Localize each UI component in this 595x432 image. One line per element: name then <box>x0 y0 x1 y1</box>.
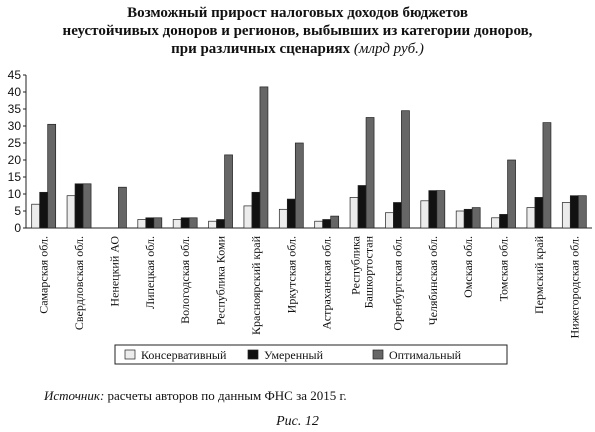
bar-14-0 <box>526 207 536 229</box>
legend-label-1: Умеренный <box>264 348 324 362</box>
legend-label-0: Консервативный <box>141 348 227 362</box>
chart-title-line-1: Возможный прирост налоговых доходов бюдж… <box>127 5 468 21</box>
bar-1-2 <box>82 183 92 229</box>
bar-14-1 <box>534 197 544 229</box>
bar-12-2 <box>471 207 481 229</box>
bar-15-1 <box>569 195 579 229</box>
legend-swatch-0 <box>124 349 136 360</box>
bar-10-2 <box>401 110 410 229</box>
bar-6-2 <box>259 86 269 229</box>
bar-0-1 <box>39 191 49 229</box>
chart-title: Возможный прирост налоговых доходов бюдж… <box>0 4 595 58</box>
y-tick-label-6: 30 <box>8 119 22 133</box>
category-label-12: Омская обл. <box>461 236 475 298</box>
category-label-9-0: Республика <box>349 235 363 295</box>
category-label-1: Свердловская обл. <box>72 236 86 330</box>
y-tick-label-5: 25 <box>8 136 22 150</box>
bar-6-1 <box>251 191 261 229</box>
bar-6-0 <box>243 205 253 229</box>
bar-1-0 <box>66 195 76 229</box>
bar-12-1 <box>463 208 473 229</box>
y-tick-label-2: 10 <box>8 187 22 201</box>
bar-4-1 <box>180 217 190 229</box>
bar-5-1 <box>216 219 225 229</box>
chart-title-line-2: неустойчивых доноров и регионов, выбывши… <box>62 23 533 39</box>
category-label-4: Вологодская обл. <box>178 236 192 324</box>
legend-box <box>114 344 508 365</box>
bar-10-1 <box>393 202 402 229</box>
figure-caption: Рис. 12 <box>276 414 319 429</box>
source-text: расчеты авторов по данным ФНС за 2015 г. <box>104 388 347 403</box>
bar-9-2 <box>365 117 375 229</box>
category-label-6: Красноярский край <box>249 235 263 335</box>
bar-15-2 <box>577 195 587 229</box>
bar-5-2 <box>224 154 233 229</box>
bar-3-1 <box>145 217 155 229</box>
bar-3-0 <box>137 219 147 229</box>
bar-14-2 <box>542 122 552 229</box>
category-label-2: Ненецкий АО <box>107 236 121 307</box>
legend-swatch-1 <box>247 349 259 360</box>
y-tick-label-4: 20 <box>8 153 22 167</box>
bar-15-0 <box>561 202 571 229</box>
bar-8-1 <box>322 219 332 229</box>
bar-7-0 <box>278 208 288 229</box>
y-tick-label-0: 0 <box>14 221 21 235</box>
bar-4-2 <box>188 217 198 229</box>
category-label-3: Липецкая обл. <box>143 236 157 309</box>
category-label-7: Иркутская обл. <box>284 236 298 313</box>
y-tick-label-1: 5 <box>14 204 21 218</box>
bar-13-0 <box>491 217 500 229</box>
bar-10-0 <box>385 212 394 229</box>
bar-9-0 <box>349 197 359 229</box>
y-tick-label-7: 35 <box>8 102 22 116</box>
y-tick-label-9: 45 <box>8 68 22 82</box>
bar-3-2 <box>153 217 163 229</box>
legend-label-2: Оптимальный <box>389 348 462 362</box>
bar-11-2 <box>436 190 446 229</box>
category-label-9-1: Башкортостан <box>362 235 376 308</box>
bar-0-0 <box>31 203 41 229</box>
category-label-13: Томская обл. <box>497 236 511 301</box>
bar-13-1 <box>499 214 508 229</box>
source-lead: Источник: <box>44 388 105 403</box>
category-label-0: Самарская обл. <box>37 236 51 314</box>
bar-13-2 <box>507 159 516 229</box>
bar-5-0 <box>208 220 217 229</box>
bar-8-0 <box>314 220 324 229</box>
bar-2-2 <box>118 186 127 229</box>
bar-11-0 <box>420 200 430 229</box>
bar-12-0 <box>455 210 465 229</box>
category-label-15: Нижегородская обл. <box>567 236 581 339</box>
category-label-14: Пермский край <box>532 235 546 314</box>
bar-7-2 <box>294 142 304 229</box>
bar-0-2 <box>47 123 57 229</box>
chart-title-line-3-text: при различных сценариях <box>171 41 351 57</box>
bar-chart: 0 5 10 15 20 25 30 35 40 45 Самарская обл. Свердлов… <box>8 68 592 365</box>
category-label-11: Челябинская обл. <box>426 236 440 325</box>
bar-11-1 <box>428 190 438 229</box>
bar-9-1 <box>357 185 367 229</box>
legend-swatch-2 <box>372 349 384 360</box>
category-label-8: Астраханская обл. <box>320 236 334 330</box>
bar-1-1 <box>74 183 84 229</box>
bar-7-1 <box>286 198 296 229</box>
category-label-5: Республика Коми <box>214 235 228 325</box>
bar-8-2 <box>330 215 340 229</box>
category-label-10: Оренбургская обл. <box>390 236 404 331</box>
chart-title-units: (млрд руб.) <box>353 41 424 57</box>
source-note: Источник: расчеты авторов по данным ФНС … <box>44 388 347 404</box>
y-tick-label-8: 40 <box>8 85 22 99</box>
y-tick-label-3: 15 <box>8 170 22 184</box>
bar-4-0 <box>172 219 182 229</box>
chart-title-line-3: при различных сценариях (млрд руб.) <box>0 40 595 58</box>
